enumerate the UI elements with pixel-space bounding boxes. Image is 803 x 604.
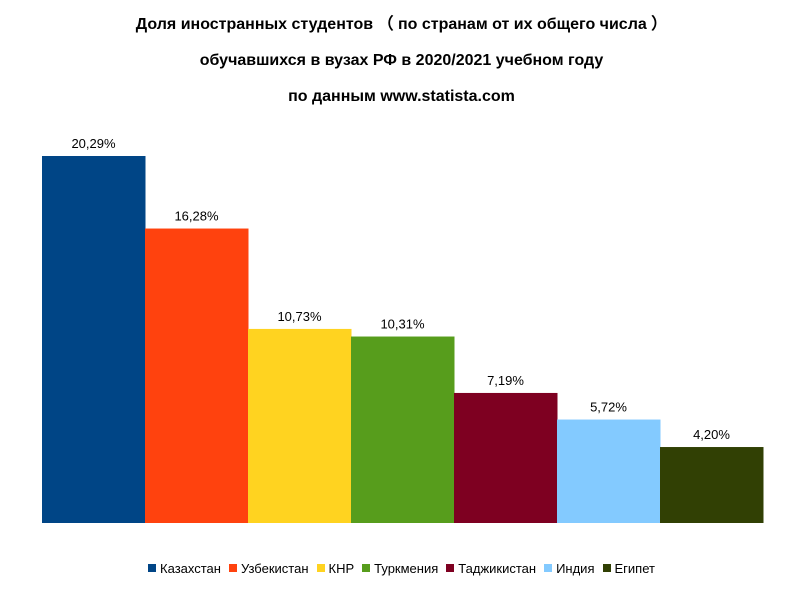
data-label-1: 20,29%	[71, 136, 116, 151]
bar-2	[145, 228, 249, 523]
legend-label: Туркмения	[374, 560, 439, 576]
bar-4	[351, 336, 455, 523]
bar-1	[42, 156, 146, 523]
bar-3	[248, 328, 352, 523]
chart-title-line-2: обучавшихся в вузах РФ в 2020/2021 учебн…	[199, 52, 604, 69]
legend-item-6: Индия	[544, 560, 595, 576]
legend-label: КНР	[328, 560, 355, 576]
bar-5	[454, 392, 558, 523]
legend-label: Узбекистан	[240, 560, 309, 576]
data-label-3: 10,73%	[277, 309, 322, 324]
data-label-4: 10,31%	[380, 317, 425, 332]
legend-item-3: КНР	[316, 560, 355, 576]
legend-label: Египет	[614, 560, 655, 576]
legend-swatch	[362, 564, 371, 572]
legend-swatch	[446, 564, 455, 572]
chart-title-line-1: Доля иностранных студентов （ по странам …	[135, 16, 668, 33]
data-label-5: 7,19%	[487, 373, 524, 388]
bar-7	[660, 447, 764, 523]
chart-title-line-3: по данным www.statista.com	[288, 88, 515, 105]
legend-item-7: Египет	[602, 560, 655, 576]
legend-item-1: Казахстан	[148, 561, 221, 576]
legend-swatch	[544, 564, 553, 572]
legend-swatch	[316, 564, 325, 572]
data-label-2: 16,28%	[174, 209, 219, 224]
legend-item-4: Туркмения	[362, 561, 438, 576]
legend-swatch	[228, 564, 237, 572]
legend-label: Таджикистан	[458, 560, 537, 576]
bar-6	[557, 419, 661, 523]
legend-label: Казахстан	[160, 560, 221, 576]
data-label-6: 5,72%	[590, 400, 627, 415]
chart-legend: Казахстан Узбекистан КНР Туркмения Таджикист…	[0, 559, 803, 577]
legend-swatch	[602, 564, 611, 572]
data-label-7: 4,20%	[693, 427, 730, 442]
legend-item-2: Узбекистан	[228, 560, 309, 576]
legend-swatch	[148, 564, 157, 572]
legend-label: Индия	[556, 560, 595, 576]
legend-item-5: Таджикистан	[446, 561, 536, 576]
